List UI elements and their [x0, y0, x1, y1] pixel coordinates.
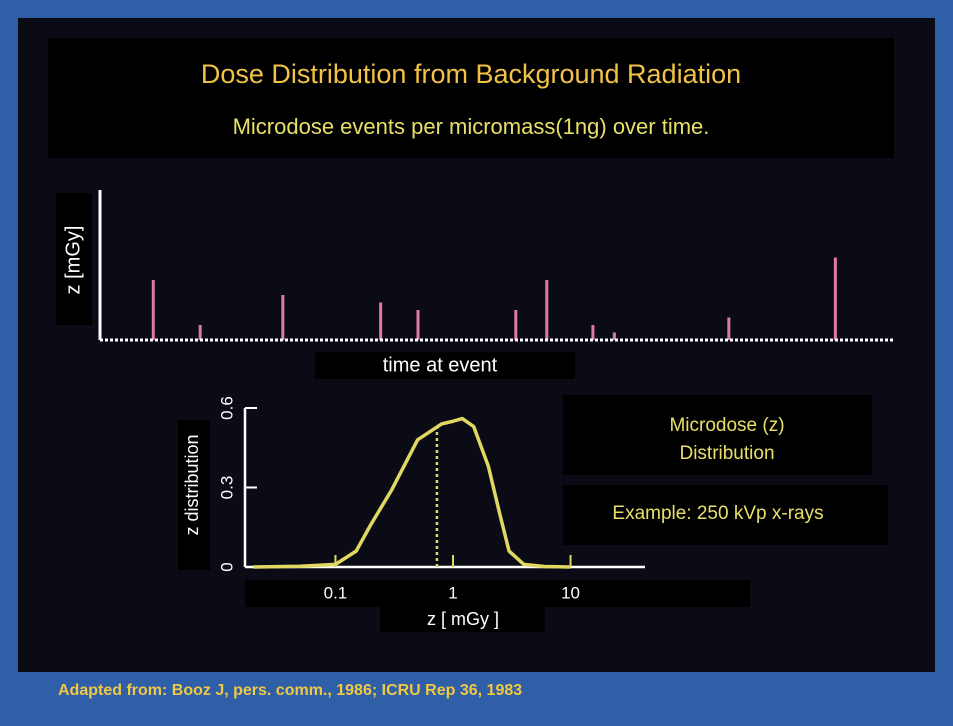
y-axis-label: z [mGy]: [62, 226, 84, 295]
event-spike: [151, 280, 155, 340]
slide-subtitle: Microdose events per micromass(1ng) over…: [233, 114, 710, 139]
event-spike: [545, 280, 549, 340]
label-box: [56, 193, 92, 325]
x-axis-label: time at event: [383, 354, 498, 376]
event-spike: [833, 257, 837, 340]
y-tick-label: 0.3: [217, 476, 236, 500]
source-note: Adapted from: Booz J, pers. comm., 1986;…: [58, 682, 522, 699]
event-spike: [514, 310, 518, 340]
label-box: [245, 580, 750, 607]
label-box: [178, 420, 210, 570]
y-tick-label: 0: [217, 562, 236, 571]
event-spike: [416, 310, 420, 340]
event-spike: [281, 295, 285, 340]
title-box: [48, 38, 894, 158]
event-spike: [198, 325, 202, 340]
annotation: Distribution: [679, 443, 774, 464]
label-box: [315, 352, 575, 379]
y-tick-label: 0.6: [217, 396, 236, 420]
annotation-box: [563, 485, 888, 545]
y-axis-label: z distribution: [182, 434, 202, 535]
event-spike: [612, 332, 616, 340]
event-spike: [379, 302, 383, 340]
slide-title: Dose Distribution from Background Radiat…: [201, 59, 741, 89]
annotation: Microdose (z): [669, 415, 784, 436]
x-tick-label: 1: [448, 583, 457, 602]
x-axis-label: z [ mGy ]: [427, 609, 499, 629]
event-spike: [591, 325, 595, 340]
x-tick-label: 10: [561, 583, 580, 602]
annotation-box: [563, 395, 872, 475]
annotation: Example: 250 kVp x-rays: [612, 503, 823, 524]
label-box: [380, 607, 545, 632]
distribution-line: [253, 416, 571, 569]
event-spike: [727, 317, 731, 340]
x-tick-label: 0.1: [324, 583, 348, 602]
